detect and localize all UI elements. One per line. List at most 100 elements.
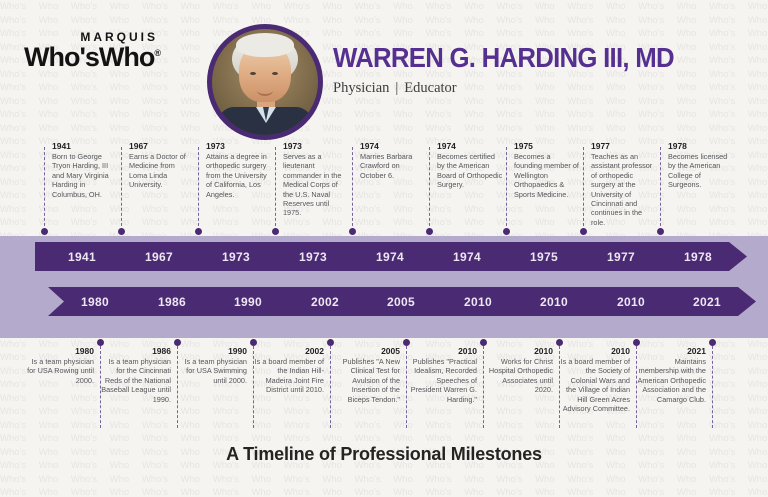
- logo-whoswho-text: Who'sWho®: [24, 44, 164, 71]
- role-physician: Physician: [333, 80, 390, 96]
- arrow-year-label: 1973: [222, 249, 250, 264]
- milestone: 2021 Maintains membership with the Americ…: [636, 346, 706, 404]
- milestone-year: 1973: [283, 141, 302, 151]
- milestone: 2010 Publishes "Practical Idealism, Recor…: [407, 346, 477, 404]
- footer-title: A Timeline of Professional Milestones: [226, 444, 542, 464]
- milestone-year: 1977: [591, 141, 610, 151]
- milestone-text: Maintains membership with the American O…: [637, 357, 706, 404]
- milestone-year: 1973: [206, 141, 225, 151]
- arrow-year-label: 1975: [530, 249, 558, 264]
- milestone: 1941 Born to George Tryon Harding, III an…: [52, 141, 118, 199]
- milestone: 1990 Is a team physician for USA Swimming…: [177, 346, 247, 385]
- roles-separator: |: [395, 80, 399, 96]
- milestone-text: Serves as a lieutenant commander in the …: [283, 152, 342, 218]
- portrait-tie: [263, 107, 269, 121]
- timeline-connector-dot: [174, 339, 181, 346]
- arrow-year-label: 2002: [311, 294, 339, 309]
- milestone-text: Publishes "Practical Idealism, Recorded …: [410, 357, 477, 404]
- timeline-connector-line: [253, 346, 254, 428]
- milestone-text: Publishes "A New Clinical Test for Avuls…: [342, 357, 400, 404]
- timeline-arrow: 1973: [266, 242, 362, 271]
- timeline-connector-dot: [195, 228, 202, 235]
- milestone: 2002 Is a board member of the Indian Hill…: [254, 346, 324, 395]
- milestone-text: Earns a Doctor of Medicine from Loma Lin…: [129, 152, 186, 190]
- timeline-connector-dot: [118, 228, 125, 235]
- timeline-connector-dot: [349, 228, 356, 235]
- milestone-text: Is a board member of the Indian Hill-Mad…: [254, 357, 324, 395]
- timeline-arrow: 1974: [420, 242, 516, 271]
- timeline-arrow: 2005: [354, 287, 450, 316]
- milestone-text: Becomes licensed by the American College…: [668, 152, 728, 190]
- timeline-connector-dot: [580, 228, 587, 235]
- timeline-connector-line: [583, 147, 584, 231]
- arrow-year-label: 1967: [145, 249, 173, 264]
- timeline-arrow: 2010: [431, 287, 527, 316]
- timeline-arrow: 2002: [278, 287, 374, 316]
- title-block: WARREN G. HARDING III, MD Physician | Educ…: [333, 42, 703, 97]
- milestone-text: Born to George Tryon Harding, III and Ma…: [52, 152, 109, 199]
- milestone: 2010 Is a board member of the Society of …: [560, 346, 630, 413]
- milestone: 1973 Serves as a lieutenant commander in …: [283, 141, 349, 218]
- timeline-connector-dot: [97, 339, 104, 346]
- timeline-arrow: 2010: [507, 287, 603, 316]
- timeline-connector-dot: [272, 228, 279, 235]
- timeline-connector-line: [121, 147, 122, 231]
- timeline-connector-dot: [657, 228, 664, 235]
- arrow-year-label: 1977: [607, 249, 635, 264]
- milestone-year: 1967: [129, 141, 148, 151]
- milestone: 1973 Attains a degree in orthopedic surge…: [206, 141, 272, 199]
- arrow-year-label: 2010: [617, 294, 645, 309]
- milestone-year: 1974: [360, 141, 379, 151]
- milestone-year: 2010: [534, 346, 553, 356]
- timeline-connector-line: [660, 147, 661, 231]
- arrow-year-label: 1978: [684, 249, 712, 264]
- milestone: 1975 Becomes a founding member of Welling…: [514, 141, 580, 199]
- milestone: 1980 Is a team physician for USA Rowing u…: [24, 346, 94, 385]
- timeline-connector-line: [712, 346, 713, 428]
- portrait-right-eye: [272, 72, 278, 75]
- milestone: 1967 Earns a Doctor of Medicine from Loma…: [129, 141, 195, 190]
- milestone-year: 2021: [687, 346, 706, 356]
- timeline-connector-dot: [327, 339, 334, 346]
- arrow-year-label: 1973: [299, 249, 327, 264]
- milestone-text: Is a board member of the Society of Colo…: [560, 357, 630, 414]
- marquis-whos-who-logo: MARQUIS Who'sWho®: [24, 30, 164, 71]
- timeline-arrow: 1967: [112, 242, 208, 271]
- timeline-connector-dot: [250, 339, 257, 346]
- timeline-connector-line: [506, 147, 507, 231]
- timeline-connector-line: [330, 346, 331, 428]
- timeline-connector-line: [429, 147, 430, 231]
- portrait-left-eye: [250, 72, 256, 75]
- milestone: 2010 Works for Christ Hospital Orthopedic…: [483, 346, 553, 395]
- milestone-year: 1974: [437, 141, 456, 151]
- timeline-arrow: 1980: [48, 287, 144, 316]
- timeline-connector-line: [100, 346, 101, 428]
- milestone-text: Marries Barbara Crawford on October 6.: [360, 152, 413, 180]
- milestone-text: Is a team physician for USA Rowing until…: [27, 357, 94, 385]
- milestone-text: Is a team physician for USA Swimming unt…: [184, 357, 247, 385]
- milestone-text: Works for Christ Hospital Orthopedic Ass…: [488, 357, 553, 395]
- milestone-text: Attains a degree in orthopedic surgery f…: [206, 152, 267, 199]
- timeline-connector-line: [352, 147, 353, 231]
- arrow-year-label: 1986: [158, 294, 186, 309]
- milestone-year: 2010: [458, 346, 477, 356]
- person-roles: Physician | Educator: [333, 80, 703, 97]
- timeline-arrow: 1990: [201, 287, 297, 316]
- timeline-arrow: 1973: [189, 242, 285, 271]
- portrait-smile: [257, 85, 273, 96]
- arrow-year-label: 1974: [376, 249, 404, 264]
- arrow-year-label: 1974: [453, 249, 481, 264]
- timeline-arrow: 1978: [651, 242, 747, 271]
- timeline-connector-dot: [403, 339, 410, 346]
- logo-marquis-text: MARQUIS: [80, 30, 158, 44]
- milestone-year: 1986: [152, 346, 171, 356]
- milestone-year: 1990: [228, 346, 247, 356]
- milestone-year: 1975: [514, 141, 533, 151]
- timeline-connector-line: [177, 346, 178, 428]
- arrow-year-label: 2010: [540, 294, 568, 309]
- timeline-connector-dot: [556, 339, 563, 346]
- milestone: 2005 Publishes "A New Clinical Test for A…: [330, 346, 400, 404]
- timeline-connector-line: [483, 346, 484, 428]
